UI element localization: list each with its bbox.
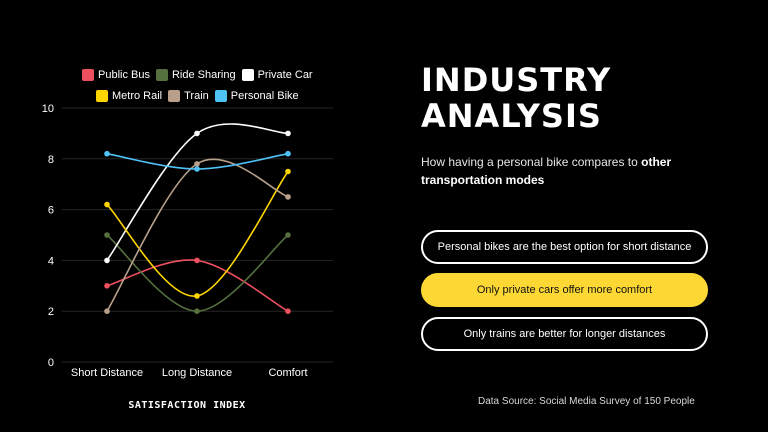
y-tick-label: 8 (48, 154, 54, 166)
data-point-metro-rail (285, 168, 291, 175)
option-private-car-comfort[interactable]: Only private cars offer more comfort (421, 273, 708, 307)
data-point-ride-sharing (104, 232, 110, 238)
y-tick-label: 6 (48, 205, 54, 217)
data-point-private-car (285, 130, 291, 137)
legend-swatch (82, 68, 94, 81)
series-line-public-bus (106, 259, 289, 312)
legend-item-public-bus: Public Bus (82, 68, 150, 81)
legend-label: Ride Sharing (171, 68, 236, 81)
legend-item-metro-rail: Metro Rail (96, 89, 163, 102)
subtitle: How having a personal bike compares to o… (421, 153, 721, 189)
data-point-train (285, 194, 291, 200)
data-point-personal-bike (104, 150, 110, 157)
legend-label: Personal Bike (230, 89, 299, 102)
legend-label: Private Car (257, 68, 313, 81)
subtitle-bold: other transportation modes (421, 155, 672, 187)
data-point-metro-rail (194, 293, 200, 299)
y-tick-label: 2 (48, 306, 54, 318)
option-label: Only private cars offer more comfort (476, 284, 653, 296)
legend-swatch (241, 68, 254, 81)
option-train-long-distance[interactable]: Only trains are better for longer distan… (421, 317, 708, 351)
legend-label: Train (184, 89, 209, 102)
y-tick-label: 10 (42, 103, 54, 115)
legend-swatch (214, 89, 227, 102)
x-tick-label: Long Distance (162, 367, 232, 379)
chart-legend: Public Bus Ride Sharing Private Car Metr… (82, 64, 322, 106)
legend-item-private-car: Private Car (241, 68, 313, 81)
option-label: Only trains are better for longer distan… (463, 328, 666, 340)
legend-label: Metro Rail (112, 89, 163, 102)
y-tick-label: 0 (48, 357, 54, 369)
data-point-train (104, 308, 110, 315)
series-line-ride-sharing (106, 234, 289, 313)
legend-label: Public Bus (98, 68, 150, 81)
data-point-train (194, 161, 200, 167)
data-point-ride-sharing (194, 308, 200, 315)
data-point-ride-sharing (285, 232, 291, 238)
option-personal-bike-short-distance[interactable]: Personal bikes are the best option for s… (421, 230, 708, 264)
data-source: Data Source: Social Media Survey of 150 … (478, 396, 695, 407)
data-point-public-bus (104, 283, 110, 289)
legend-item-personal-bike: Personal Bike (214, 89, 299, 102)
subtitle-plain: How having a personal bike compares to (421, 155, 642, 169)
chart-x-title: SATISFACTION INDEX (128, 400, 246, 411)
data-point-personal-bike (194, 166, 200, 172)
legend-item-train: Train (168, 89, 209, 102)
legend-item-ride-sharing: Ride Sharing (155, 68, 236, 81)
data-point-public-bus (285, 308, 291, 315)
legend-swatch (96, 89, 108, 102)
x-tick-label: Comfort (268, 367, 307, 379)
data-point-personal-bike (285, 150, 291, 157)
data-point-metro-rail (104, 201, 110, 208)
x-tick-label: Short Distance (71, 367, 143, 379)
data-point-public-bus (194, 257, 200, 264)
legend-swatch (155, 68, 168, 81)
data-point-private-car (104, 257, 110, 264)
y-tick-label: 4 (48, 255, 54, 267)
series-line-private-car (106, 123, 289, 261)
series-line-train (106, 158, 289, 312)
data-point-private-car (194, 130, 200, 137)
legend-swatch (168, 89, 181, 102)
page-title: INDUSTRY ANALYSIS (421, 61, 612, 135)
line-chart: 0 2 4 6 8 10 Short Distance Long Distance Comfor… (42, 103, 333, 379)
option-label: Personal bikes are the best option for s… (437, 241, 692, 253)
series-line-metro-rail (106, 171, 289, 297)
